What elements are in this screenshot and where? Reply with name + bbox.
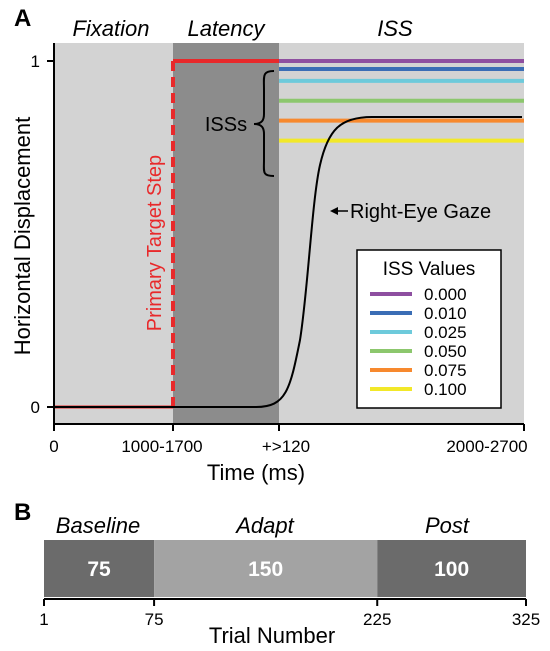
trial-tick-label: 1	[39, 610, 48, 629]
block-trials-baseline: 75	[87, 558, 111, 581]
phase-latency-label: Latency	[187, 16, 266, 41]
block-name-adapt: Adapt	[234, 513, 294, 538]
y-tick-label-1: 1	[31, 52, 40, 71]
gaze-annotation: Right-Eye Gaze	[330, 201, 491, 223]
block-name-post: Post	[425, 513, 470, 538]
phase-iss-label: ISS	[377, 16, 413, 41]
block-baseline	[44, 540, 155, 597]
block-adapt	[154, 540, 378, 597]
legend-box	[356, 249, 502, 409]
x-tick-label-1000-1700: 1000-1700	[121, 437, 202, 456]
iss-lines	[279, 59, 524, 143]
legend-entry-label: 0.100	[424, 380, 467, 399]
gaze-curve	[54, 116, 522, 408]
fixation-region	[54, 43, 173, 424]
legend-entry-label: 0.010	[424, 304, 467, 323]
block-trials-adapt: 150	[248, 558, 283, 581]
gaze-arrow-head	[330, 207, 338, 215]
trial-blocks: 75 150 100	[44, 540, 526, 597]
x-tick-label-end: 2000-2700	[446, 437, 527, 456]
y-tick-label-0: 0	[31, 398, 40, 417]
block-post	[377, 540, 526, 597]
gaze-label: Right-Eye Gaze	[350, 201, 491, 223]
trial-ticks: 1 75 225 325	[39, 599, 540, 629]
trial-tick-label: 225	[363, 610, 391, 629]
legend: ISS Values 0.0000.0100.0250.0500.0750.10…	[356, 249, 502, 409]
trial-tick-label: 75	[145, 610, 164, 629]
x-axis-label: Time (ms)	[207, 460, 305, 485]
x-tick-label-latency: +>120	[262, 437, 310, 456]
phase-fixation-label: Fixation	[72, 16, 149, 41]
trial-axis-label: Trial Number	[209, 623, 335, 648]
trial-tick-label: 325	[512, 610, 540, 629]
latency-region	[173, 43, 279, 424]
legend-entry-label: 0.025	[424, 323, 467, 342]
primary-target-step-label: Primary Target Step	[144, 155, 166, 331]
legend-title: ISS Values	[383, 259, 476, 280]
x-tick-label-0: 0	[49, 437, 58, 456]
panel-b-letter: B	[14, 499, 31, 526]
isss-label: ISSs	[205, 114, 247, 136]
legend-entry-label: 0.075	[424, 361, 467, 380]
block-name-baseline: Baseline	[56, 513, 140, 538]
y-axis-label: Horizontal Displacement	[10, 117, 35, 355]
isss-brace	[253, 70, 275, 177]
block-trials-post: 100	[434, 558, 469, 581]
legend-entry-label: 0.050	[424, 342, 467, 361]
panel-a-letter: A	[14, 5, 31, 32]
legend-entry-label: 0.000	[424, 285, 467, 304]
